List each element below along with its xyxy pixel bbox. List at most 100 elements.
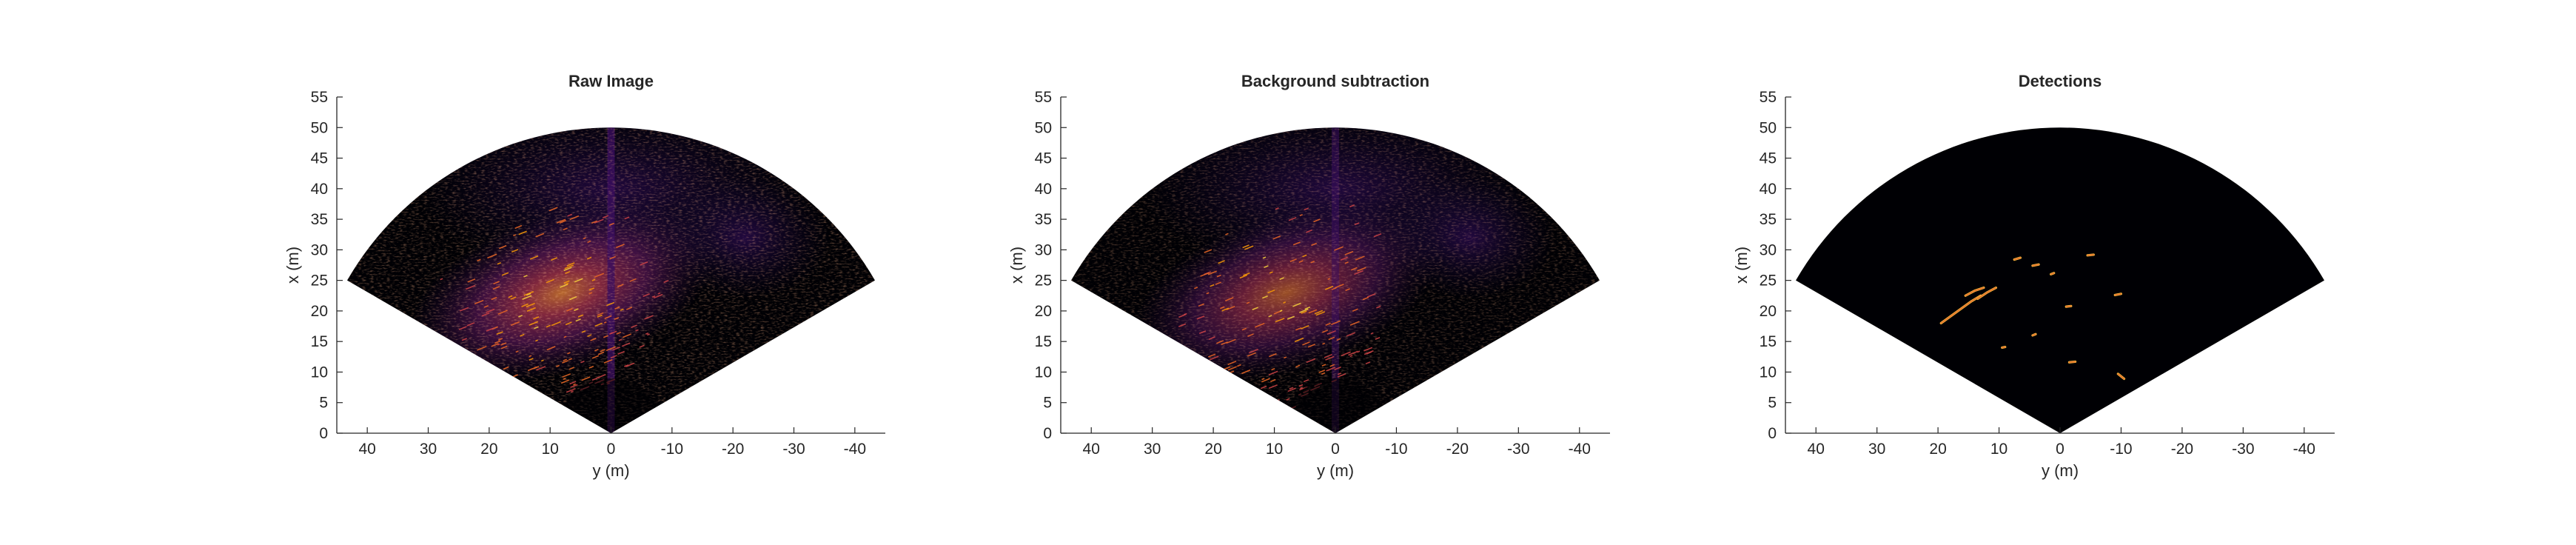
x-tick-label: 10 [1990, 441, 2008, 458]
x-tick-label: 40 [358, 441, 375, 458]
echo-streak [477, 258, 481, 262]
y-tick-label: 35 [1035, 211, 1052, 228]
echo-streak [508, 295, 513, 298]
echo-streak [639, 344, 645, 348]
echo-streak [1254, 322, 1265, 328]
echo-streak [1307, 344, 1315, 348]
echo-streak [1227, 361, 1237, 366]
echo-streak [617, 284, 624, 288]
echo-streak [492, 286, 500, 290]
echo-streak [588, 292, 593, 295]
echo-streak [529, 355, 532, 358]
echo-streak [1262, 256, 1267, 259]
echo-streak [1295, 364, 1301, 368]
echo-streak [1279, 310, 1283, 312]
echo-streak [515, 350, 519, 353]
echo-streak [1261, 378, 1270, 383]
echo-streak [511, 249, 519, 253]
echo-streak [1306, 229, 1312, 233]
echo-streak [1294, 337, 1304, 343]
echo-streak [533, 316, 540, 320]
panel-title: Raw Image [568, 72, 654, 90]
echo-streak [581, 330, 586, 333]
echo-streak [487, 253, 497, 259]
echo-streak [474, 299, 484, 305]
echo-streak [1224, 297, 1234, 301]
echo-streak [1268, 315, 1272, 318]
echo-streak [608, 222, 614, 226]
echo-streak [614, 306, 620, 310]
x-axis-label: y (m) [592, 461, 629, 480]
echo-streak [565, 271, 570, 275]
echo-streak [563, 267, 572, 272]
echo-streak [594, 272, 605, 278]
echo-streak [551, 257, 558, 261]
echo-streak [518, 230, 527, 235]
echo-streak [503, 366, 509, 370]
panel-1: 0 5 10 15 20 25 30 35 40 45 50 55 40 30 20 10 0 -10 -20 -30… [284, 72, 885, 480]
echo-streak [1352, 308, 1358, 312]
echo-streak [620, 308, 624, 311]
y-tick-label: 10 [311, 364, 328, 381]
x-tick-label: 20 [480, 441, 497, 458]
echo-streak [546, 278, 554, 284]
echo-streak [497, 338, 503, 341]
echo-streak [1315, 311, 1326, 316]
echo-streak [1275, 318, 1285, 323]
echo-streak [567, 352, 571, 355]
echo-streak [609, 255, 616, 260]
echo-streak [577, 314, 584, 318]
echo-streak [1337, 372, 1346, 378]
echo-streak [1365, 361, 1371, 365]
echo-streak [559, 219, 567, 224]
echo-streak [1198, 303, 1204, 307]
echo-streak [1210, 284, 1215, 287]
echo-streak [1218, 260, 1225, 264]
echo-streak [600, 349, 606, 352]
echo-streak [1200, 272, 1210, 277]
echo-streak [1204, 249, 1212, 253]
echo-streak [510, 296, 517, 300]
y-tick-label: 15 [1760, 333, 1777, 350]
echo-streak [522, 295, 532, 300]
echo-streak [563, 227, 568, 231]
echo-streak [611, 346, 620, 351]
echo-streak [1341, 351, 1351, 357]
echo-streak [1269, 352, 1277, 358]
echo-streak [1354, 222, 1360, 226]
echo-streak [477, 345, 487, 351]
echo-streak [1375, 337, 1381, 341]
echo-streak [569, 215, 580, 221]
echo-streak [653, 293, 663, 299]
echo-streak [1301, 325, 1309, 330]
detection-core-3 [1965, 287, 1985, 296]
echo-streak [1299, 213, 1303, 216]
echo-streak [1349, 355, 1353, 358]
echo-streak [567, 213, 573, 217]
y-tick-label: 0 [319, 425, 328, 442]
echo-streak [1178, 323, 1187, 327]
echo-streak [1244, 245, 1254, 250]
echo-streak [1346, 332, 1356, 337]
echo-streak [1304, 306, 1311, 310]
echo-streak [1225, 233, 1229, 235]
echo-streak [521, 303, 529, 307]
echo-streak [556, 218, 566, 224]
y-tick-label: 20 [1035, 303, 1052, 320]
echo-streak [497, 343, 500, 346]
x-tick-label: -10 [661, 441, 683, 458]
echo-streak [565, 321, 572, 326]
echo-streak [610, 332, 614, 335]
y-tick-label: 55 [1035, 89, 1052, 106]
x-tick-label: -20 [722, 441, 744, 458]
echo-streak [588, 287, 594, 291]
echo-streak [1292, 241, 1301, 246]
echo-streak [1306, 358, 1316, 364]
echo-streak [496, 331, 503, 335]
echo-streak [520, 333, 525, 337]
y-tick-label: 50 [1760, 119, 1777, 136]
y-tick-label: 25 [311, 272, 328, 290]
echo-streak [529, 321, 538, 326]
echo-streak [1239, 274, 1248, 279]
echo-streak [1327, 278, 1331, 280]
